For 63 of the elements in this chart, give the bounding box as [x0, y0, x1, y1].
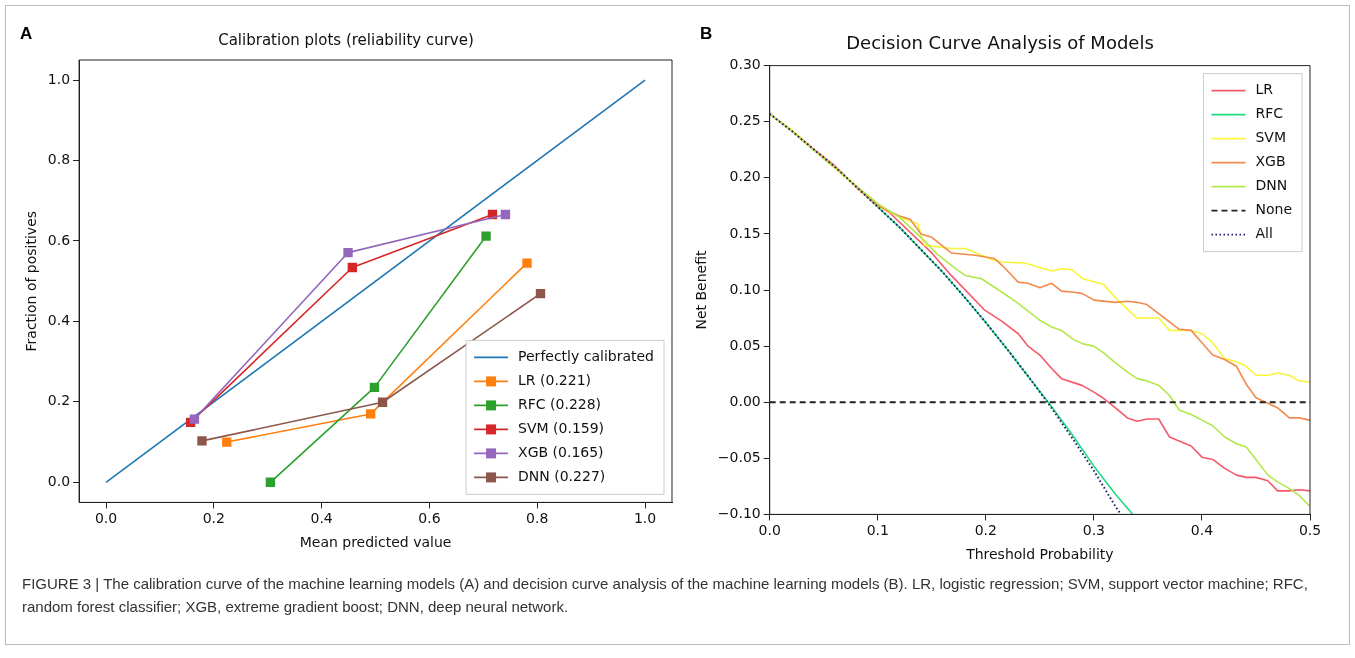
y-tick-label: 0.10: [729, 280, 761, 297]
point: [535, 288, 546, 299]
text: A: [20, 24, 33, 44]
y-axis-title: Net Benefit: [693, 249, 710, 330]
point: [189, 414, 200, 424]
point: [197, 436, 207, 446]
y-tick-label: 0.05: [729, 336, 761, 353]
legend-label: SVM: [1255, 129, 1287, 146]
point: [222, 437, 232, 447]
point: [481, 231, 491, 241]
point: [265, 477, 276, 487]
x-tick-label: 0.0: [94, 510, 118, 527]
x-tick-label: 0.5: [1298, 522, 1322, 539]
y-axis-title: Fraction of positives: [23, 210, 40, 352]
legend-label: DNN: [1255, 177, 1288, 194]
x-tick-label: 0.2: [974, 522, 997, 539]
text: B: [700, 24, 713, 44]
legend-label: XGB: [1255, 153, 1286, 170]
caption: FIGURE 3 | The calibration curve of the machine learning models (A) and decision curve analysis of the machine learning models (B). LR, logistic regression; SVM, support vector machine; RFC, random forest classifier; XGB, extreme gradient boost; DNN, deep neural network.: [22, 574, 1309, 618]
point: [347, 262, 358, 273]
point: [365, 409, 376, 419]
chart-title: Calibration plots (reliability curve): [218, 30, 474, 49]
legend-label: LR: [1255, 81, 1274, 98]
x-tick-label: 0.2: [202, 510, 225, 527]
legend-label: RFC: [1255, 105, 1284, 122]
x-tick-label: 0.8: [526, 510, 549, 527]
point: [377, 397, 388, 407]
y-tick-label: 0.2: [47, 392, 71, 409]
y-tick-label: 0.4: [47, 312, 71, 329]
y-tick-label: 0.20: [729, 168, 761, 185]
x-tick-label: 0.1: [866, 522, 889, 539]
x-tick-label: 0.6: [418, 510, 441, 527]
point: [500, 209, 511, 220]
x-tick-label: 0.4: [1190, 522, 1214, 539]
legend-label: SVM (0.159): [518, 420, 605, 437]
y-tick-label: 0.8: [47, 151, 71, 168]
y-tick-label: 0.6: [47, 231, 71, 248]
legend-label: XGB (0.165): [518, 444, 604, 461]
point: [369, 382, 380, 393]
y-tick-label: 0.00: [729, 392, 761, 409]
legend-label: LR (0.221): [518, 372, 592, 389]
y-tick-label: −0.05: [717, 448, 761, 465]
y-tick-label: −0.10: [717, 505, 761, 522]
x-tick-label: 0.4: [310, 510, 333, 527]
chart-title: Decision Curve Analysis of Models: [846, 32, 1154, 54]
y-tick-label: 1.0: [47, 70, 71, 87]
line-series: [769, 112, 1122, 515]
x-tick-label: 1.0: [633, 510, 657, 527]
legend-label: None: [1255, 201, 1293, 218]
x-tick-label: 0.3: [1082, 522, 1106, 539]
point: [343, 247, 353, 258]
y-tick-label: 0.15: [729, 224, 761, 241]
legend-label: Perfectly calibrated: [518, 348, 654, 365]
x-axis-title: Threshold Probability: [965, 546, 1114, 563]
point: [522, 258, 532, 268]
y-tick-label: 0.30: [729, 56, 761, 73]
y-tick-label: 0.0: [47, 472, 71, 489]
legend-label: DNN (0.227): [518, 468, 606, 485]
x-tick-label: 0.0: [758, 522, 781, 539]
legend-label: All: [1255, 225, 1273, 242]
x-axis-title: Mean predicted value: [299, 534, 452, 551]
legend-label: RFC (0.228): [518, 396, 602, 413]
y-tick-label: 0.25: [729, 112, 761, 129]
